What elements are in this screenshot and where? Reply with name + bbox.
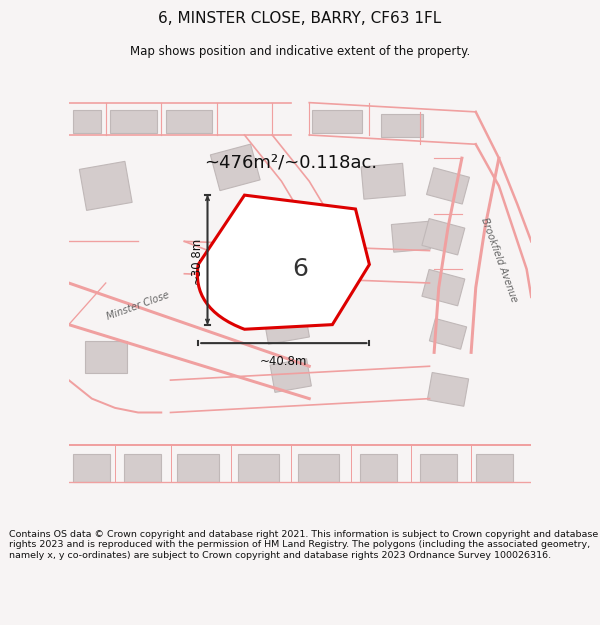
Bar — [166, 109, 212, 132]
Text: Brookfield Avenue: Brookfield Avenue — [479, 216, 519, 304]
Bar — [263, 305, 310, 344]
Bar — [73, 454, 110, 482]
Bar — [430, 319, 467, 349]
Bar — [73, 109, 101, 132]
Bar — [124, 454, 161, 482]
Bar — [476, 454, 513, 482]
Text: 6, MINSTER CLOSE, BARRY, CF63 1FL: 6, MINSTER CLOSE, BARRY, CF63 1FL — [158, 11, 442, 26]
PathPatch shape — [197, 195, 370, 329]
Text: 6: 6 — [292, 257, 308, 281]
Bar — [270, 359, 311, 392]
Text: ~476m²/~0.118ac.: ~476m²/~0.118ac. — [204, 154, 377, 172]
Bar — [391, 221, 431, 252]
Bar — [381, 114, 422, 138]
Bar — [427, 372, 469, 406]
Bar — [361, 163, 406, 199]
Text: ~40.8m: ~40.8m — [260, 355, 308, 367]
Bar — [298, 454, 340, 482]
Text: ~30.8m: ~30.8m — [190, 236, 202, 284]
Bar — [311, 109, 362, 132]
Bar — [178, 454, 219, 482]
Text: Map shows position and indicative extent of the property.: Map shows position and indicative extent… — [130, 45, 470, 58]
Text: Contains OS data © Crown copyright and database right 2021. This information is : Contains OS data © Crown copyright and d… — [9, 530, 598, 560]
Bar — [85, 341, 127, 373]
Bar — [110, 109, 157, 132]
Bar — [422, 219, 465, 255]
Text: Minster Close: Minster Close — [106, 290, 171, 322]
Bar — [427, 168, 469, 204]
Bar — [211, 144, 260, 191]
Bar — [238, 454, 279, 482]
Bar — [79, 161, 132, 211]
Bar — [420, 454, 457, 482]
Bar — [360, 454, 397, 482]
Bar — [422, 269, 465, 306]
